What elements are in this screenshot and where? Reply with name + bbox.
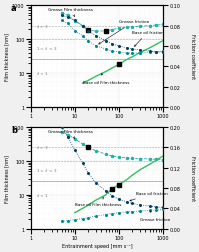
Text: $\lambda$ < 1: $\lambda$ < 1 bbox=[36, 70, 49, 77]
Text: Base oil Film thickness: Base oil Film thickness bbox=[75, 197, 121, 206]
Text: Base oil friction: Base oil friction bbox=[132, 30, 164, 47]
Text: b: b bbox=[11, 125, 17, 135]
Y-axis label: Friction coefficient: Friction coefficient bbox=[190, 156, 195, 201]
Text: Base oil friction: Base oil friction bbox=[130, 192, 168, 201]
Text: $\lambda$ < 1: $\lambda$ < 1 bbox=[36, 192, 49, 199]
Text: $\lambda$ > 3: $\lambda$ > 3 bbox=[36, 22, 49, 29]
Y-axis label: Film thickness [nm]: Film thickness [nm] bbox=[4, 154, 9, 202]
Text: Grease Film thickness: Grease Film thickness bbox=[48, 130, 93, 139]
Text: Base oil Film thickness: Base oil Film thickness bbox=[83, 74, 129, 85]
Y-axis label: Friction coefficient: Friction coefficient bbox=[190, 34, 195, 79]
Text: Grease Film thickness: Grease Film thickness bbox=[48, 8, 93, 18]
Text: 1 < $\lambda$ < 3: 1 < $\lambda$ < 3 bbox=[36, 45, 57, 52]
Text: a: a bbox=[11, 4, 17, 13]
X-axis label: Entrainment speed [mm s⁻¹]: Entrainment speed [mm s⁻¹] bbox=[61, 243, 132, 248]
Y-axis label: Film thickness [nm]: Film thickness [nm] bbox=[4, 33, 9, 81]
Text: Grease friction: Grease friction bbox=[99, 20, 149, 45]
Text: Grease friction: Grease friction bbox=[140, 211, 170, 221]
Text: $\lambda$ > 3: $\lambda$ > 3 bbox=[36, 144, 49, 151]
Text: 1 < $\lambda$ < 3: 1 < $\lambda$ < 3 bbox=[36, 167, 57, 174]
